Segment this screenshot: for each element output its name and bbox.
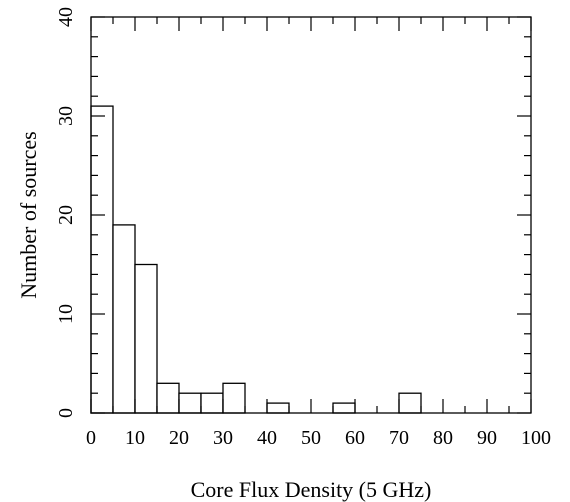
x-tick-label: 90: [477, 427, 497, 449]
bar-bin-40-45: [266, 402, 290, 414]
x-tick-label: 100: [521, 427, 551, 449]
x-tick-label: 50: [301, 427, 321, 449]
x-tick-label: 20: [169, 427, 189, 449]
bars-group: [90, 105, 422, 414]
bar-bin-5-10: [112, 224, 136, 414]
x-tick-label: 40: [257, 427, 277, 449]
x-tick-label: 10: [125, 427, 145, 449]
plot-frame: [90, 16, 532, 414]
y-tick-labels: 0 10 20 30 40: [55, 7, 77, 418]
bar-bin-55-60: [332, 402, 356, 414]
x-tick-label: 80: [433, 427, 453, 449]
y-tick-label: 10: [55, 304, 77, 324]
x-tick-label: 0: [86, 427, 96, 449]
x-tick-label: 70: [389, 427, 409, 449]
bar-bin-30-35: [222, 382, 246, 414]
y-tick-label: 20: [55, 205, 77, 225]
x-axis-title: Core Flux Density (5 GHz): [191, 477, 432, 502]
x-tick-labels: 0 10 20 30 40 50 60 70 80 90 100: [86, 427, 551, 449]
y-tick-label: 30: [55, 106, 77, 126]
y-tick-label: 40: [55, 7, 77, 27]
bar-bin-70-75: [398, 392, 422, 414]
x-tick-label: 30: [213, 427, 233, 449]
bar-bin-25-30: [200, 392, 224, 414]
bar-bin-20-25: [178, 392, 202, 414]
bar-bin-0-5: [90, 105, 114, 414]
bar-bin-15-20: [156, 382, 180, 414]
bar-bin-10-15: [134, 263, 158, 414]
y-tick-label: 0: [55, 408, 77, 418]
x-tick-label: 60: [345, 427, 365, 449]
y-axis-title: Number of sources: [16, 131, 41, 298]
